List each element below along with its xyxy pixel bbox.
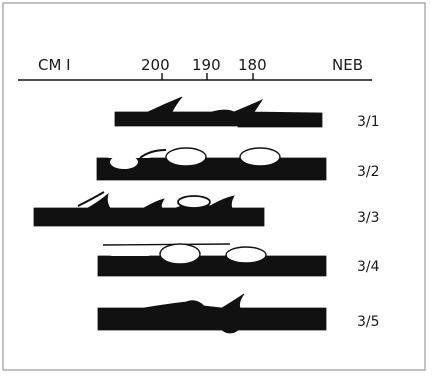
axis-right-label: NEB <box>332 56 363 74</box>
band-row-3-2 <box>96 147 327 181</box>
band-row-3-3 <box>33 191 265 227</box>
band-edge <box>139 149 167 159</box>
band-gap <box>165 147 207 167</box>
band-row-3-1 <box>114 96 323 128</box>
row-label-3-4: 3/4 <box>357 259 380 275</box>
band-shape <box>114 96 323 128</box>
figure-frame <box>2 2 426 371</box>
band-shape <box>97 255 327 277</box>
band-gap <box>110 253 150 256</box>
band-gap <box>159 243 201 265</box>
band-row-3-4 <box>97 243 327 277</box>
band-shape <box>97 293 327 334</box>
band-row-3-5 <box>97 293 327 334</box>
axis-tick-label-200: 200 <box>141 56 170 74</box>
band-gap <box>177 195 211 209</box>
row-label-3-2: 3/2 <box>357 164 380 180</box>
axis-tick-label-190: 190 <box>192 56 221 74</box>
band-gap <box>108 151 150 158</box>
band-gap <box>239 147 281 167</box>
axis-tick-label-180: 180 <box>238 56 267 74</box>
band-gap <box>225 246 267 264</box>
band-edge <box>102 243 231 246</box>
band-edge <box>77 191 105 207</box>
row-label-3-1: 3/1 <box>357 114 380 130</box>
band-gap <box>110 155 138 169</box>
row-label-3-3: 3/3 <box>357 210 380 226</box>
axis-left-label: CM I <box>38 56 71 74</box>
row-label-3-5: 3/5 <box>357 314 380 330</box>
band-shape <box>33 192 265 227</box>
